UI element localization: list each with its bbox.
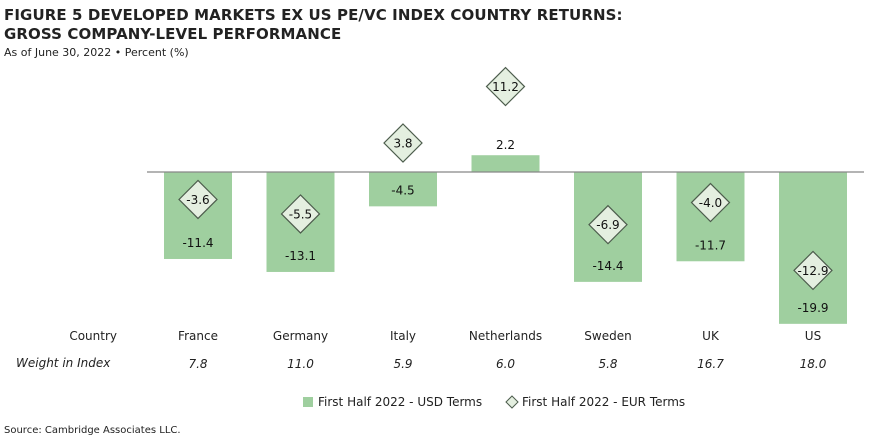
legend-usd-label: First Half 2022 - USD Terms	[318, 395, 482, 409]
diamond-marker	[178, 179, 218, 220]
diamond-label: 11.2	[492, 80, 519, 94]
weight-value: 5.8	[598, 357, 617, 371]
bar-us	[779, 172, 847, 324]
diamond-label: -4.0	[699, 196, 722, 210]
bar-label: -11.4	[182, 236, 213, 250]
weight-value: 5.9	[393, 357, 412, 371]
diamond-label: -5.5	[289, 207, 312, 221]
diamond-marker	[588, 204, 628, 245]
weight-row-label: Weight in Index	[16, 356, 111, 370]
bar-netherlands	[471, 155, 540, 172]
chart-title-line1: FIGURE 5 DEVELOPED MARKETS EX US PE/VC I…	[4, 6, 623, 24]
bar-italy	[369, 172, 437, 207]
category-label: Sweden	[584, 329, 631, 343]
diamond-label: -3.6	[186, 193, 209, 207]
source-note: Source: Cambridge Associates LLC.	[4, 425, 181, 436]
diamond-label: 3.8	[393, 137, 412, 151]
weight-value: 6.0	[496, 357, 515, 371]
bar-label: -4.5	[391, 183, 414, 197]
weight-value: 18.0	[800, 357, 827, 371]
category-label: US	[805, 329, 821, 343]
country-row-label: Country	[69, 329, 117, 343]
bar-label: -11.7	[695, 238, 726, 252]
diamond-marker	[690, 182, 731, 223]
chart-subtitle: As of June 30, 2022 • Percent (%)	[4, 46, 189, 59]
category-label: Netherlands	[469, 329, 542, 343]
diamond-marker	[793, 250, 833, 291]
category-label: Germany	[273, 329, 328, 343]
legend-diamond-swatch	[505, 395, 519, 409]
diamond-marker	[280, 194, 321, 234]
weight-value: 16.7	[697, 357, 724, 371]
category-label: UK	[702, 329, 720, 343]
diamond-marker	[383, 123, 423, 163]
weight-value: 7.8	[188, 357, 207, 371]
diamond-label: -6.9	[596, 218, 619, 232]
diamond-label: -12.9	[797, 264, 828, 278]
diamond-marker	[485, 66, 526, 107]
legend-eur-label: First Half 2022 - EUR Terms	[522, 395, 685, 409]
bar-label: -19.9	[797, 301, 828, 315]
chart-title-line2: GROSS COMPANY-LEVEL PERFORMANCE	[4, 25, 342, 43]
category-label: Italy	[390, 329, 416, 343]
category-label: France	[178, 329, 218, 343]
bar-label: 2.2	[496, 138, 515, 152]
legend-bar-swatch	[303, 397, 313, 407]
weight-value: 11.0	[287, 357, 314, 371]
bar-label: -14.4	[592, 259, 623, 273]
bar-label: -13.1	[285, 249, 316, 263]
